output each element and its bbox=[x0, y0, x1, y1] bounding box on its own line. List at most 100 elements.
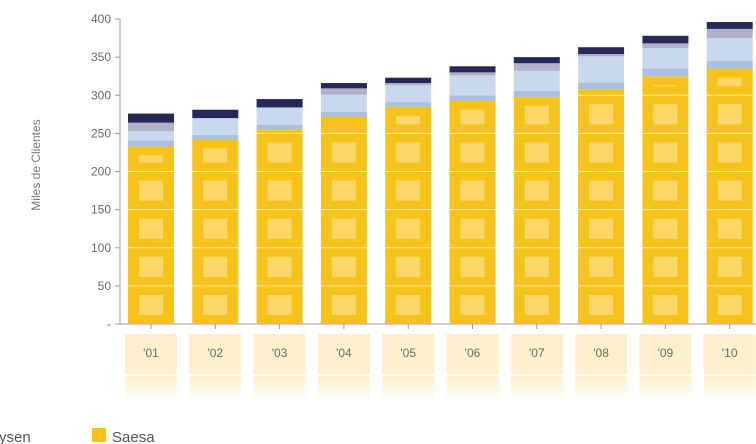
bar-inner-panel bbox=[267, 256, 292, 277]
category-box-reflection bbox=[446, 376, 499, 402]
bar-inner-panel bbox=[203, 256, 228, 277]
bar-segment-s3 bbox=[706, 28, 753, 39]
bar-inner-panel bbox=[524, 294, 549, 315]
bar-segment-s4 bbox=[128, 113, 174, 123]
bar-inner-panel bbox=[717, 218, 742, 239]
bar-inner-panel bbox=[139, 256, 163, 277]
bar-segment-s4 bbox=[449, 66, 496, 73]
bar-inner-panel bbox=[524, 256, 549, 277]
bar-inner-panel bbox=[396, 294, 421, 315]
bar-inner-panel bbox=[267, 218, 292, 239]
bar-segment-s3 bbox=[320, 88, 367, 95]
category-box-reflection bbox=[253, 376, 306, 402]
bar-inner-panel bbox=[396, 115, 421, 125]
category-box bbox=[189, 334, 242, 374]
bar-inner-panel bbox=[653, 294, 678, 315]
category-box bbox=[575, 334, 628, 374]
category-labels: '01 '02 '03 '04 '05 '06 '07 '08 '09 '10 bbox=[143, 346, 738, 360]
bar-inner-panel bbox=[139, 155, 163, 163]
bar-segment-s1 bbox=[385, 102, 432, 107]
category-box-reflection bbox=[575, 376, 628, 402]
bar-inner-panel bbox=[653, 85, 678, 87]
category-box bbox=[703, 334, 756, 374]
x-tick-label: '09 bbox=[658, 346, 674, 360]
bar-segment-s2 bbox=[320, 94, 367, 113]
bar-segment-s1 bbox=[706, 60, 753, 69]
y-tick-label: 250 bbox=[91, 126, 111, 140]
bar-segment-s0 bbox=[449, 100, 496, 325]
bar-segment-s4 bbox=[642, 35, 689, 44]
y-tick-label: 200 bbox=[91, 165, 111, 179]
bar-inner-panel bbox=[653, 218, 678, 239]
y-axis: - 50 100 150 200 250 300 350 400 bbox=[91, 12, 756, 331]
bar-inner-panel bbox=[717, 142, 742, 163]
bars bbox=[128, 22, 753, 325]
bar-inner-panel bbox=[396, 218, 421, 239]
x-tick-label: '08 bbox=[593, 346, 609, 360]
bar-segment-s1 bbox=[449, 95, 496, 101]
category-box bbox=[639, 334, 692, 374]
y-tick-label: 150 bbox=[91, 203, 111, 217]
bar-segment-s1 bbox=[256, 124, 303, 130]
bar-segment-s4 bbox=[385, 77, 432, 84]
x-tick-label: '02 bbox=[207, 346, 223, 360]
bar-inner-panel bbox=[203, 148, 228, 163]
bar-segment-s2 bbox=[192, 118, 239, 135]
bar-segment-s1 bbox=[513, 90, 560, 97]
bar-inner-panel bbox=[524, 105, 549, 125]
bar-segment-s2 bbox=[578, 56, 625, 83]
bar-inner-panel bbox=[139, 294, 163, 315]
legend: ysen Saesa bbox=[0, 428, 155, 444]
legend-swatch-saesa bbox=[92, 428, 106, 442]
bar-inner-panel bbox=[717, 256, 742, 277]
bar-segment-s1 bbox=[642, 68, 689, 77]
bar-segment-s4 bbox=[320, 83, 367, 89]
category-box-reflection bbox=[125, 376, 177, 402]
bar-segment-s3 bbox=[128, 122, 174, 132]
bar-inner-panel bbox=[589, 294, 614, 315]
bar-segment-s4 bbox=[706, 22, 753, 29]
bar-inner-panel bbox=[139, 180, 163, 201]
bar-segment-s2 bbox=[642, 47, 689, 69]
bar-inner-panel bbox=[139, 218, 163, 239]
bar-inner-panel bbox=[460, 256, 485, 277]
bar-segment-s1 bbox=[128, 140, 174, 147]
bar-segment-s3 bbox=[513, 63, 560, 71]
bar-segment-s4 bbox=[578, 47, 625, 55]
bar-inner-panel bbox=[717, 77, 742, 87]
bar-inner-panel bbox=[267, 294, 292, 315]
bar-inner-panel bbox=[653, 104, 678, 125]
category-box bbox=[125, 334, 177, 374]
bar-inner-panel bbox=[460, 218, 485, 239]
bar-segment-s1 bbox=[578, 82, 625, 90]
bar-segment-s3 bbox=[578, 54, 625, 57]
bar-inner-panel bbox=[589, 218, 614, 239]
bar-segment-s1 bbox=[192, 134, 239, 140]
y-tick-label: 50 bbox=[98, 279, 112, 293]
bar-segment-s1 bbox=[320, 112, 367, 117]
bar-inner-panel bbox=[203, 180, 228, 201]
bar-segment-s3 bbox=[385, 83, 432, 86]
bar-inner-panel bbox=[203, 218, 228, 239]
bar-inner-panel bbox=[524, 218, 549, 239]
bar-inner-panel bbox=[396, 142, 421, 163]
bar-inner-panel bbox=[717, 294, 742, 315]
bar-segment-s3 bbox=[642, 43, 689, 48]
x-tick-label: '05 bbox=[400, 346, 416, 360]
bar-inner-panel bbox=[267, 180, 292, 201]
category-box bbox=[510, 334, 563, 374]
category-box-reflection bbox=[189, 376, 242, 402]
category-box-reflection bbox=[510, 376, 563, 402]
bar-inner-panel bbox=[524, 142, 549, 163]
category-box bbox=[446, 334, 499, 374]
x-tick-label: '07 bbox=[529, 346, 545, 360]
bar-inner-panel bbox=[717, 104, 742, 125]
legend-label-saesa: Saesa bbox=[112, 429, 155, 444]
x-tick-label: '04 bbox=[336, 346, 352, 360]
bar-inner-panel bbox=[396, 256, 421, 277]
y-tick-label: 100 bbox=[91, 241, 111, 255]
bar-inner-panel bbox=[460, 109, 485, 125]
bar-inner-panel bbox=[203, 294, 228, 315]
category-box-reflection bbox=[703, 376, 756, 402]
